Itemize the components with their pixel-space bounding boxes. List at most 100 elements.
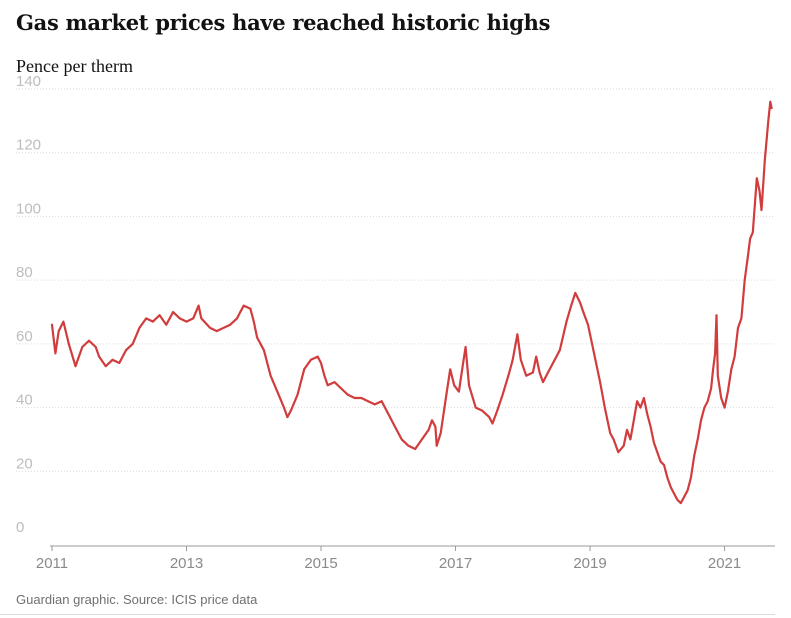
data-point bbox=[449, 368, 451, 370]
data-point bbox=[51, 324, 53, 326]
data-point bbox=[673, 493, 675, 495]
data-point bbox=[488, 416, 490, 418]
data-point bbox=[453, 384, 455, 386]
data-point bbox=[653, 442, 655, 444]
y-tick-label-40: 40 bbox=[16, 392, 33, 409]
y-tick-label-0: 0 bbox=[16, 519, 24, 536]
data-point bbox=[111, 359, 114, 361]
data-point bbox=[436, 445, 438, 447]
data-point bbox=[650, 426, 652, 428]
data-point bbox=[431, 419, 433, 421]
data-point bbox=[286, 416, 288, 418]
data-point bbox=[683, 496, 685, 498]
data-point bbox=[715, 314, 718, 316]
data-point bbox=[717, 375, 719, 377]
data-point bbox=[730, 368, 732, 370]
data-point bbox=[697, 438, 699, 440]
data-point bbox=[666, 477, 669, 479]
data-point bbox=[340, 387, 342, 390]
data-point bbox=[58, 330, 60, 332]
data-point bbox=[463, 359, 465, 361]
data-point bbox=[700, 419, 702, 421]
data-point bbox=[138, 327, 140, 329]
data-point bbox=[502, 394, 504, 396]
data-point bbox=[646, 413, 648, 415]
data-point bbox=[710, 387, 712, 390]
data-point bbox=[347, 394, 349, 396]
data-point bbox=[200, 317, 202, 319]
data-point bbox=[229, 324, 231, 326]
data-point bbox=[636, 400, 638, 402]
data-point bbox=[703, 407, 706, 409]
data-point bbox=[98, 356, 100, 358]
data-point bbox=[760, 209, 763, 211]
data-point bbox=[680, 502, 682, 504]
data-point bbox=[727, 391, 729, 393]
data-point bbox=[243, 305, 245, 307]
data-point bbox=[159, 314, 161, 316]
data-point bbox=[599, 381, 601, 383]
data-point bbox=[771, 107, 773, 109]
data-point bbox=[687, 489, 689, 491]
data-point bbox=[475, 407, 477, 409]
data-point bbox=[579, 301, 581, 303]
chart-title: Gas market prices have reached historic … bbox=[16, 10, 551, 35]
data-point bbox=[539, 371, 541, 374]
data-point bbox=[296, 394, 299, 396]
data-point bbox=[367, 400, 369, 402]
data-point bbox=[565, 321, 568, 323]
data-point bbox=[323, 375, 325, 377]
data-point bbox=[74, 365, 77, 367]
data-point bbox=[663, 464, 665, 466]
data-point bbox=[465, 346, 467, 348]
y-tick-label-140: 140 bbox=[16, 73, 41, 90]
data-point bbox=[270, 375, 272, 377]
data-point bbox=[767, 120, 769, 122]
data-point bbox=[555, 356, 558, 358]
data-point bbox=[303, 368, 305, 370]
data-point bbox=[613, 438, 615, 440]
data-point bbox=[165, 324, 167, 326]
data-point bbox=[354, 397, 356, 399]
data-point bbox=[582, 311, 584, 313]
data-point bbox=[574, 292, 576, 294]
data-point bbox=[249, 308, 251, 310]
data-point bbox=[222, 327, 225, 329]
data-point bbox=[394, 426, 396, 428]
data-point bbox=[374, 403, 376, 405]
data-point bbox=[512, 359, 514, 361]
data-point bbox=[327, 384, 329, 386]
data-point bbox=[626, 429, 628, 431]
data-point bbox=[587, 324, 589, 326]
data-point bbox=[496, 410, 498, 412]
data-point bbox=[756, 177, 758, 179]
data-point bbox=[118, 362, 120, 364]
data-point bbox=[192, 317, 194, 319]
data-point bbox=[670, 486, 672, 488]
data-point bbox=[633, 419, 635, 421]
data-point bbox=[609, 432, 611, 434]
series-line-0 bbox=[50, 100, 773, 505]
data-point bbox=[283, 407, 285, 409]
data-point bbox=[508, 371, 510, 374]
data-point bbox=[747, 254, 749, 256]
x-tick-label-2017: 2017 bbox=[439, 555, 472, 572]
data-point bbox=[758, 190, 761, 192]
data-point bbox=[320, 362, 322, 364]
data-point bbox=[764, 158, 766, 160]
data-point bbox=[88, 340, 90, 342]
footer-divider bbox=[0, 614, 775, 615]
data-point bbox=[68, 343, 70, 345]
data-point bbox=[693, 454, 695, 456]
data-point bbox=[317, 356, 319, 358]
data-point bbox=[590, 340, 593, 342]
gridlines bbox=[16, 88, 775, 472]
data-point bbox=[737, 327, 739, 329]
data-point bbox=[712, 368, 714, 370]
x-tick-label-2015: 2015 bbox=[304, 555, 337, 572]
y-tick-label-80: 80 bbox=[16, 264, 33, 281]
data-point bbox=[152, 321, 154, 323]
data-point bbox=[740, 317, 743, 319]
